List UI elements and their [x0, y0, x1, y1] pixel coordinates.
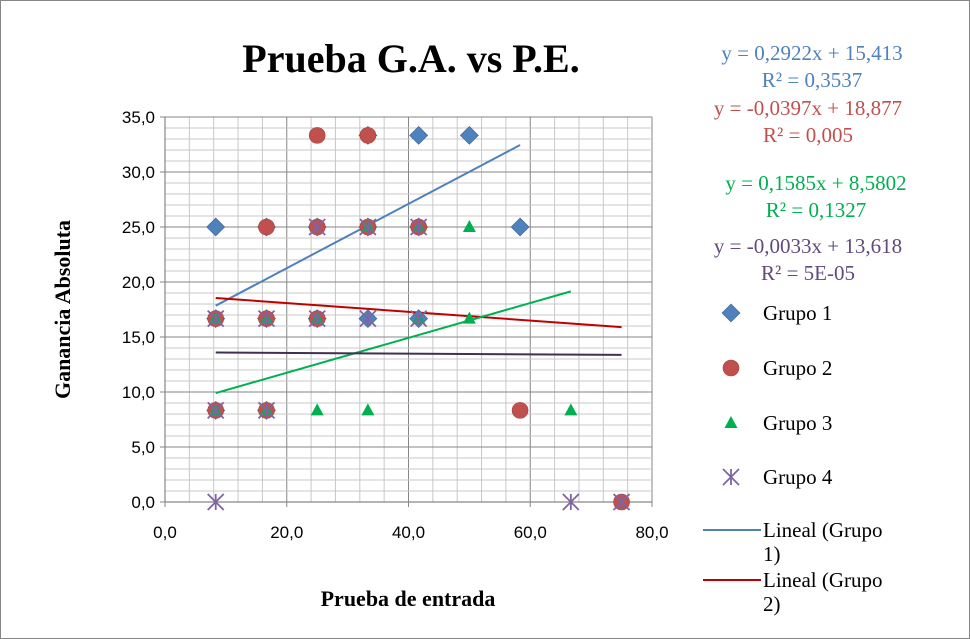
data-point: [206, 217, 226, 237]
data-point: [308, 127, 326, 144]
legend-label: Grupo 2: [763, 356, 832, 380]
data-point: [462, 311, 476, 324]
y-axis-title: Ganancia Absoluta: [50, 220, 75, 399]
legend-marker: [722, 468, 740, 486]
legend-label: Grupo 1: [763, 301, 832, 325]
trendline-equation: y = -0,0033x + 13,618: [714, 234, 902, 258]
y-tick-label: 30,0: [122, 163, 155, 182]
data-point: [511, 402, 529, 419]
trendline-r2: R² = 0,3537: [762, 68, 862, 92]
data-point: [409, 125, 429, 145]
legend-label: Grupo 4: [763, 465, 833, 489]
x-tick-label: 40,0: [392, 523, 425, 542]
y-tick-label: 15,0: [122, 328, 155, 347]
data-point: [562, 493, 580, 511]
x-tick-label: 0,0: [153, 523, 177, 542]
x-axis-title: Prueba de entrada: [321, 586, 496, 611]
y-tick-label: 25,0: [122, 218, 155, 237]
data-point: [207, 401, 225, 420]
x-tick-label: 60,0: [514, 523, 547, 542]
trendline-equation: y = 0,1585x + 8,5802: [725, 171, 906, 195]
legend-marker: [721, 303, 741, 323]
legend-label: Lineal (Grupo 1): [763, 518, 883, 566]
y-tick-label: 10,0: [122, 383, 155, 402]
data-point: [510, 217, 530, 237]
trendline-r2: R² = 5E-05: [761, 261, 855, 285]
data-point: [308, 309, 326, 328]
data-point: [410, 309, 428, 328]
grid: [164, 116, 653, 503]
y-tick-label: 0,0: [131, 493, 155, 512]
y-tick-label: 20,0: [122, 273, 155, 292]
data-point: [462, 220, 476, 232]
data-point: [564, 403, 578, 416]
trendline-grupo-4: [215, 351, 622, 356]
x-tick-label: 20,0: [270, 523, 303, 542]
data-point: [257, 309, 276, 328]
trendline-grupo-3: [215, 290, 572, 395]
y-tick-label: 5,0: [131, 438, 155, 457]
series-grupo-1: [206, 125, 530, 420]
trendline-equation: y = 0,2922x + 15,413: [721, 41, 902, 65]
trendline-equation: y = -0,0397x + 18,877: [714, 96, 902, 120]
legend-marker: [722, 359, 740, 377]
data-point: [361, 403, 375, 416]
trendline-r2: R² = 0,005: [763, 123, 853, 147]
data-point: [207, 493, 225, 511]
data-point: [612, 493, 631, 511]
legend-marker: [724, 416, 738, 428]
data-point: [359, 127, 377, 144]
legend-label: Grupo 3: [763, 411, 832, 435]
trendline-r2: R² = 0,1327: [766, 198, 866, 222]
data-point: [459, 125, 479, 145]
x-tick-label: 80,0: [635, 523, 668, 542]
data-point: [258, 218, 275, 236]
data-point: [359, 309, 377, 328]
series-grupo-4: [207, 218, 631, 511]
data-point: [359, 218, 377, 236]
data-point: [257, 401, 276, 420]
data-point: [207, 309, 225, 328]
chart-title: Prueba G.A. vs P.E.: [242, 36, 579, 81]
legend: Grupo 1 Grupo 2 Grupo 3 Grupo 4 Lineal (Grup…: [703, 301, 883, 616]
legend-label: Lineal (Grupo 2): [763, 568, 883, 616]
data-point: [310, 403, 324, 416]
y-tick-label: 35,0: [122, 108, 155, 127]
data-point: [410, 218, 428, 236]
data-point: [308, 218, 326, 236]
